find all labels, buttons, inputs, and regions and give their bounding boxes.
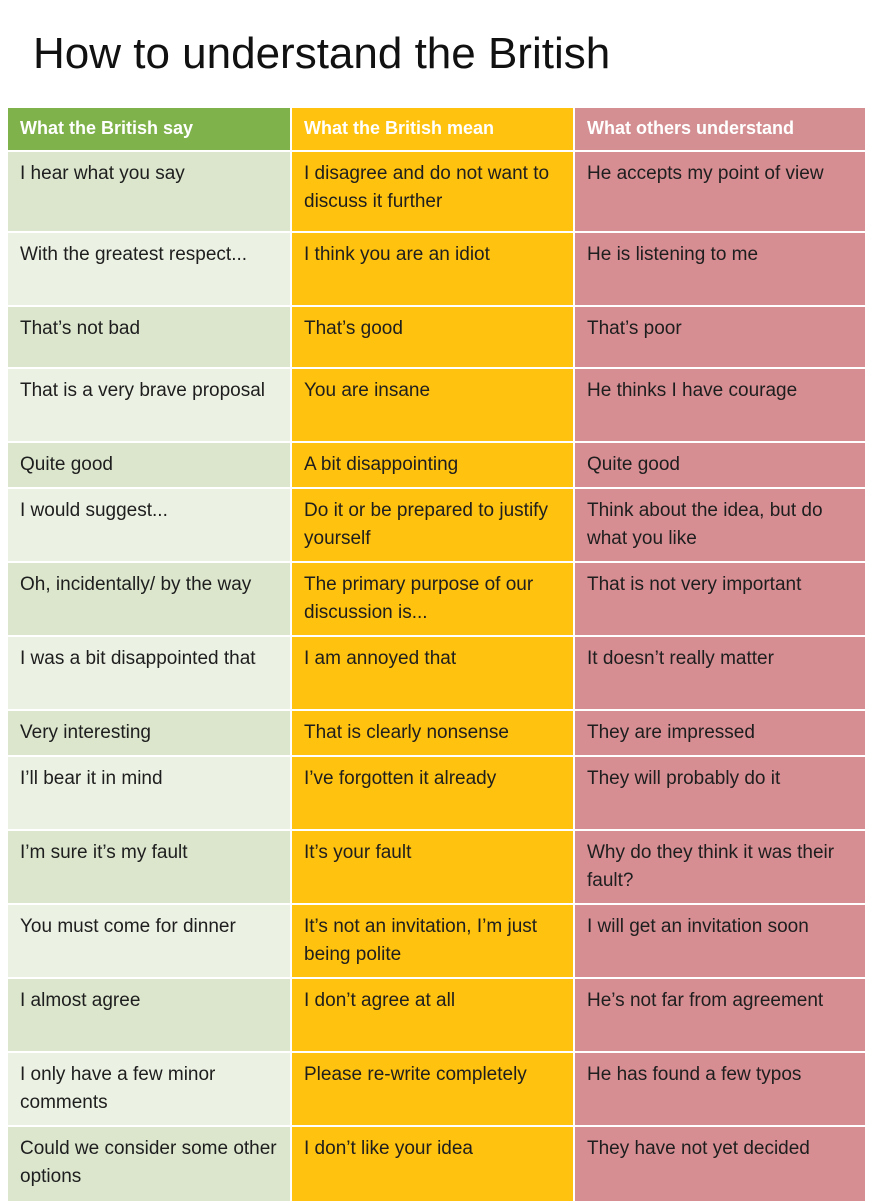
column-header-understand: What others understand [573, 108, 865, 150]
cell-mean: I think you are an idiot [290, 233, 573, 305]
cell-say: That is a very brave proposal [8, 369, 290, 441]
table-row: That’s not bad That’s good That’s poor [8, 307, 865, 369]
table-row: You must come for dinner It’s not an inv… [8, 905, 865, 979]
cell-understand: I will get an invitation soon [573, 905, 865, 977]
cell-understand: He accepts my point of view [573, 152, 865, 231]
cell-say: I’m sure it’s my fault [8, 831, 290, 903]
cell-mean: I don’t agree at all [290, 979, 573, 1051]
cell-mean: I disagree and do not want to discuss it… [290, 152, 573, 231]
cell-mean: The primary purpose of our discussion is… [290, 563, 573, 635]
cell-understand: They have not yet decided [573, 1127, 865, 1201]
table-row: That is a very brave proposal You are in… [8, 369, 865, 443]
cell-mean: Please re-write completely [290, 1053, 573, 1125]
cell-mean: You are insane [290, 369, 573, 441]
cell-say: That’s not bad [8, 307, 290, 367]
table-header-row: What the British say What the British me… [8, 108, 865, 152]
cell-understand: Think about the idea, but do what you li… [573, 489, 865, 561]
cell-say: I’ll bear it in mind [8, 757, 290, 829]
cell-say: I hear what you say [8, 152, 290, 231]
cell-understand: He thinks I have courage [573, 369, 865, 441]
table-row: Very interesting That is clearly nonsens… [8, 711, 865, 757]
table-row: Quite good A bit disappointing Quite goo… [8, 443, 865, 489]
table-row: Oh, incidentally/ by the way The primary… [8, 563, 865, 637]
cell-mean: That is clearly nonsense [290, 711, 573, 755]
cell-understand: Why do they think it was their fault? [573, 831, 865, 903]
cell-understand: They are impressed [573, 711, 865, 755]
cell-understand: Quite good [573, 443, 865, 487]
cell-understand: It doesn’t really matter [573, 637, 865, 709]
cell-mean: It’s not an invitation, I’m just being p… [290, 905, 573, 977]
cell-say: Quite good [8, 443, 290, 487]
cell-understand: That is not very important [573, 563, 865, 635]
cell-understand: That’s poor [573, 307, 865, 367]
cell-say: I would suggest... [8, 489, 290, 561]
cell-say: I was a bit disappointed that [8, 637, 290, 709]
cell-understand: They will probably do it [573, 757, 865, 829]
table-row: I hear what you say I disagree and do no… [8, 152, 865, 233]
cell-understand: He’s not far from agreement [573, 979, 865, 1051]
cell-mean: A bit disappointing [290, 443, 573, 487]
table-row: I’ll bear it in mind I’ve forgotten it a… [8, 757, 865, 831]
cell-say: Could we consider some other options [8, 1127, 290, 1201]
table-row: Could we consider some other options I d… [8, 1127, 865, 1203]
cell-mean: That’s good [290, 307, 573, 367]
column-header-mean: What the British mean [290, 108, 573, 150]
table-row: I would suggest... Do it or be prepared … [8, 489, 865, 563]
cell-mean: It’s your fault [290, 831, 573, 903]
cell-mean: I don’t like your idea [290, 1127, 573, 1201]
cell-say: I only have a few minor comments [8, 1053, 290, 1125]
page-title: How to understand the British [33, 29, 611, 78]
cell-say: You must come for dinner [8, 905, 290, 977]
table-row: I almost agree I don’t agree at all He’s… [8, 979, 865, 1053]
table-row: I was a bit disappointed that I am annoy… [8, 637, 865, 711]
phrase-table: What the British say What the British me… [8, 108, 865, 1203]
cell-understand: He has found a few typos [573, 1053, 865, 1125]
cell-say: I almost agree [8, 979, 290, 1051]
table-row: With the greatest respect... I think you… [8, 233, 865, 307]
cell-say: With the greatest respect... [8, 233, 290, 305]
table-row: I’m sure it’s my fault It’s your fault W… [8, 831, 865, 905]
cell-mean: Do it or be prepared to justify yourself [290, 489, 573, 561]
cell-say: Very interesting [8, 711, 290, 755]
cell-mean: I am annoyed that [290, 637, 573, 709]
cell-understand: He is listening to me [573, 233, 865, 305]
column-header-say: What the British say [8, 108, 290, 150]
cell-mean: I’ve forgotten it already [290, 757, 573, 829]
cell-say: Oh, incidentally/ by the way [8, 563, 290, 635]
table-row: I only have a few minor comments Please … [8, 1053, 865, 1127]
